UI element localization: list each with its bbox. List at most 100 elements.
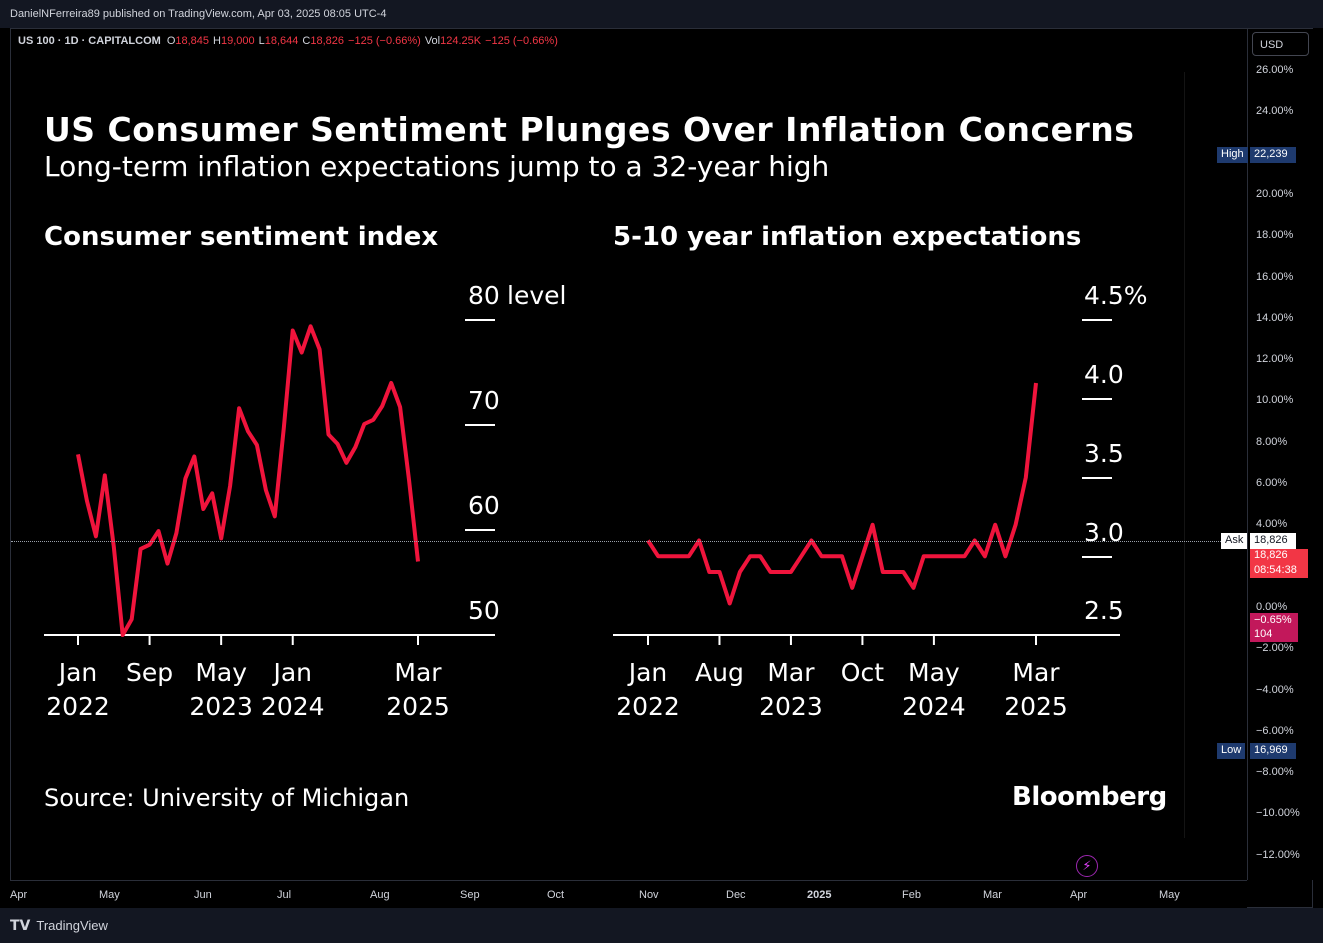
x-tick-label: Aug: [695, 658, 744, 687]
price-axis-label: −6.00%: [1256, 724, 1294, 737]
price-axis-label: 0.00%: [1256, 600, 1288, 613]
price-axis-label: 8.00%: [1256, 435, 1288, 448]
x-tick-year: 2024: [902, 692, 966, 721]
low-value: 18,644: [264, 35, 299, 47]
y-tick-label: 4.5%: [1084, 281, 1148, 310]
high-tag-value: 22,239: [1250, 147, 1296, 163]
volume-change: −125 (−0.66%): [485, 35, 558, 47]
time-label: Jun: [194, 889, 212, 901]
price-axis-label: 18.00%: [1256, 229, 1294, 242]
price-axis-label: 24.00%: [1256, 105, 1294, 118]
x-tick-label: Mar: [1012, 658, 1060, 687]
ask-price-line: [11, 541, 1247, 542]
time-label: Apr: [1070, 889, 1088, 901]
high-value: 19,000: [220, 35, 255, 47]
time-label: Feb: [902, 889, 921, 901]
last-price-tag: 18,826: [1250, 549, 1308, 563]
ask-tag-value: 18,826: [1250, 533, 1296, 549]
volume-value: 124.25K: [440, 35, 482, 47]
x-tick-year: 2025: [386, 692, 450, 721]
change-points-tag: 104: [1250, 627, 1298, 642]
legend-ohlc: O18,845 H19,000 L18,644 C18,826 −125 (−0…: [167, 35, 558, 47]
change-value: −125 (−0.66%): [348, 35, 421, 47]
lightning-icon[interactable]: ⚡: [1076, 855, 1098, 877]
series-line: [76, 324, 420, 637]
price-axis-label: −12.00%: [1256, 848, 1300, 861]
high-label: H: [213, 35, 221, 47]
price-axis-label: −2.00%: [1256, 642, 1294, 655]
y-tick-label: 4.0: [1084, 360, 1124, 389]
time-label: May: [99, 889, 120, 901]
time-label: May: [1159, 889, 1180, 901]
infographic-charts: 80 70 60 50 level Jan 2022 Sep May 2023 Jan 2024 Mar…: [44, 281, 1148, 721]
publish-text: DanielNFerreira89 published on TradingVi…: [10, 8, 387, 20]
y-tick-label: 70: [468, 386, 500, 415]
time-label: Nov: [639, 889, 659, 901]
x-tick-label: Jan: [627, 658, 668, 687]
sentiment-chart-title: Consumer sentiment index: [44, 222, 439, 252]
close-value: 18,826: [310, 35, 345, 47]
x-tick-label: Mar: [394, 658, 442, 687]
footer-bar: 𝗧𝗩 TradingView: [0, 908, 1323, 943]
x-tick-label: May: [195, 658, 247, 687]
y-unit-label: level: [507, 281, 566, 310]
time-label: Dec: [726, 889, 746, 901]
currency-button[interactable]: USD: [1252, 32, 1309, 56]
footer-brand[interactable]: TradingView: [36, 918, 108, 933]
price-axis-label: 26.00%: [1256, 64, 1294, 76]
x-tick-label: Oct: [841, 658, 884, 687]
x-tick-label: May: [908, 658, 960, 687]
infographic-title: US Consumer Sentiment Plunges Over Infla…: [44, 110, 1135, 149]
x-tick-year: 2022: [616, 692, 680, 721]
y-tick-label: 80: [468, 281, 500, 310]
price-axis-label: −8.00%: [1256, 766, 1294, 779]
series-line: [646, 382, 1038, 606]
x-tick-year: 2022: [46, 692, 110, 721]
low-tag-value: 16,969: [1250, 743, 1296, 759]
low-tag-label: Low: [1217, 743, 1246, 759]
open-value: 18,845: [175, 35, 210, 47]
y-tick-label: 2.5: [1084, 596, 1124, 625]
price-axis-label: 20.00%: [1256, 187, 1294, 200]
open-label: O: [166, 35, 176, 47]
symbol-name[interactable]: US 100 · 1D · CAPITALCOM: [18, 35, 161, 47]
price-axis-label: −4.00%: [1256, 683, 1294, 696]
x-tick-year: 2023: [759, 692, 823, 721]
volume-label: Vol: [424, 35, 441, 47]
price-axis-label: 4.00%: [1256, 518, 1288, 531]
time-label: Apr: [10, 889, 28, 901]
close-label: C: [302, 35, 311, 47]
time-label: Oct: [547, 889, 565, 901]
x-tick-label: Jan: [57, 658, 98, 687]
time-label: 2025: [807, 889, 832, 901]
inflation-chart-title: 5-10 year inflation expectations: [613, 222, 1082, 252]
price-axis-label: −10.00%: [1256, 807, 1300, 820]
price-axis[interactable]: [1247, 29, 1313, 880]
y-tick-label: 60: [468, 491, 500, 520]
time-axis[interactable]: Apr May Jun Jul Aug Sep Oct Nov Dec 2025…: [10, 880, 1247, 909]
tradingview-logo-icon[interactable]: 𝗧𝗩: [10, 917, 31, 933]
x-tick-label: Sep: [126, 658, 173, 687]
source-note: Source: University of Michigan: [44, 784, 410, 812]
y-tick-label: 3.0: [1084, 518, 1124, 547]
y-tick-label: 3.5: [1084, 439, 1124, 468]
bloomberg-logo: Bloomberg: [1012, 782, 1167, 812]
low-label: L: [258, 35, 265, 47]
x-tick-year: 2025: [1004, 692, 1068, 721]
x-tick-label: Mar: [767, 658, 815, 687]
time-label: Sep: [460, 889, 480, 901]
x-tick-year: 2024: [261, 692, 325, 721]
price-axis-label: 6.00%: [1256, 477, 1288, 489]
ask-tag-label: Ask: [1221, 533, 1248, 549]
high-tag-label: High: [1217, 147, 1248, 163]
time-label: Aug: [370, 889, 390, 901]
publish-bar: DanielNFerreira89 published on TradingVi…: [0, 0, 1323, 28]
x-tick-label: Jan: [271, 658, 312, 687]
price-axis-label: 12.00%: [1256, 353, 1294, 366]
price-axis-label: 16.00%: [1256, 270, 1294, 283]
bar-countdown: 08:54:38: [1250, 563, 1308, 578]
infographic-subtitle: Long-term inflation expectations jump to…: [44, 150, 830, 183]
price-axis-label: 14.00%: [1256, 311, 1294, 324]
change-pct-tag: −0.65%: [1250, 613, 1298, 628]
y-tick-label: 50: [468, 596, 500, 625]
